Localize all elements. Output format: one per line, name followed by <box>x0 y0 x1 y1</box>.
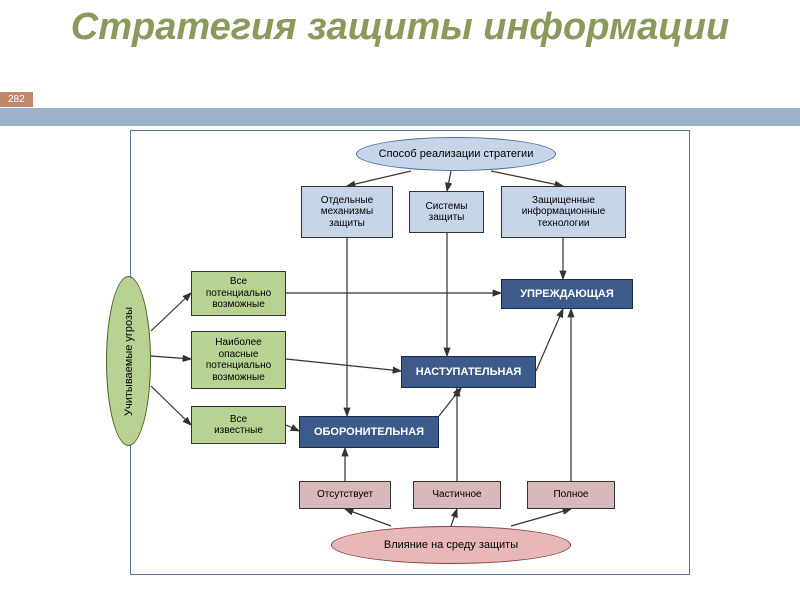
node-top_ellipse: Способ реализации стратегии <box>356 137 556 171</box>
node-most_danger: Наиболееопасныепотенциальновозможные <box>191 331 286 389</box>
node-preemptive: УПРЕЖДАЮЩАЯ <box>501 279 633 309</box>
page-title: Стратегия защиты информации <box>0 0 800 48</box>
node-partial: Частичное <box>413 481 501 509</box>
node-sys: Системызащиты <box>409 191 484 233</box>
node-tech: Защищенныеинформационныетехнологии <box>501 186 626 238</box>
node-defensive: ОБОРОНИТЕЛЬНАЯ <box>299 416 439 448</box>
node-all_known: Всеизвестные <box>191 406 286 444</box>
node-mech: Отдельныемеханизмызащиты <box>301 186 393 238</box>
node-threats_ellipse: Учитываемые угрозы <box>106 276 151 446</box>
page-number-badge: 282 <box>0 92 33 107</box>
node-influence: Влияние на среду защиты <box>331 526 571 564</box>
diagram-container: Способ реализации стратегии Отдельныемеха… <box>130 130 690 575</box>
node-full: Полное <box>527 481 615 509</box>
node-offensive: НАСТУПАТЕЛЬНАЯ <box>401 356 536 388</box>
node-all_pot: Всепотенциальновозможные <box>191 271 286 316</box>
node-absent: Отсутствует <box>299 481 391 509</box>
decorative-bar <box>0 108 800 126</box>
